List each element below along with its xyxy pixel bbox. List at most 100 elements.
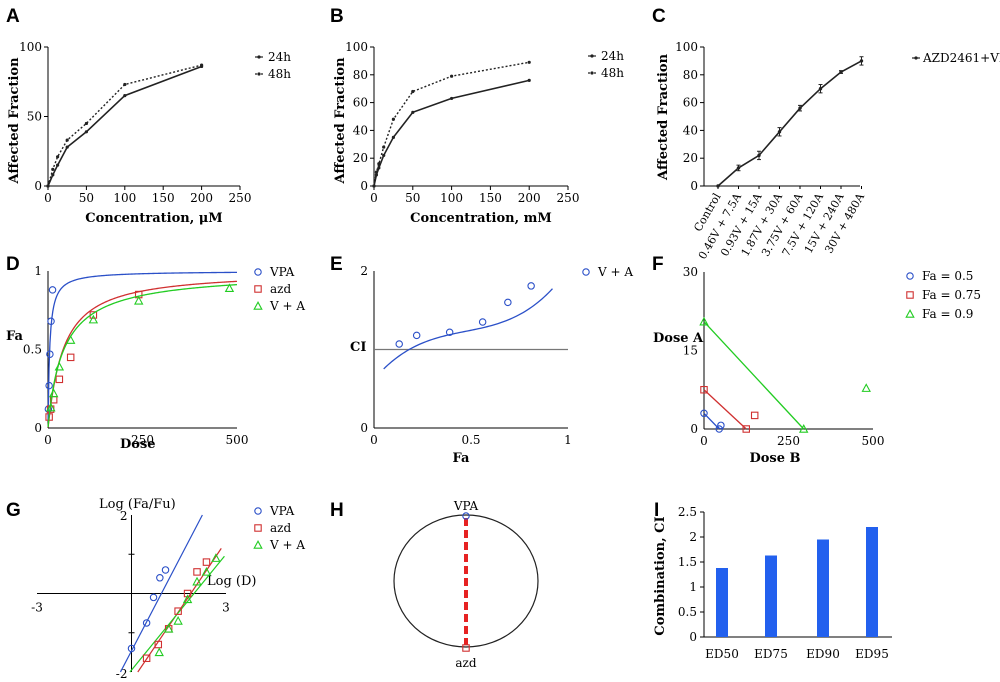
data-point bbox=[66, 353, 75, 362]
y-tick-label: 0 bbox=[360, 421, 368, 435]
legend-entry: 48h bbox=[268, 67, 291, 81]
y-tick-label: 0.5 bbox=[23, 343, 42, 357]
data-point bbox=[450, 74, 454, 78]
y-tick-label: 2 bbox=[120, 509, 128, 523]
data-point bbox=[47, 317, 55, 325]
isobologram-line bbox=[703, 321, 805, 430]
y-axis-label: Fa bbox=[6, 329, 24, 344]
top-label: VPA bbox=[453, 499, 479, 513]
x-tick-label: ED90 bbox=[806, 647, 840, 661]
y-tick-label: 2 bbox=[360, 264, 368, 278]
legend-entry: 24h bbox=[601, 49, 624, 63]
panel-label: A bbox=[6, 6, 20, 27]
data-point bbox=[377, 162, 381, 166]
x-tick-label: -3 bbox=[31, 601, 43, 615]
data-point bbox=[46, 184, 50, 188]
panel-label: G bbox=[6, 500, 21, 521]
y-tick-label: 80 bbox=[683, 68, 698, 82]
x-tick-label: 0 bbox=[44, 433, 52, 447]
fit-curve bbox=[383, 288, 553, 370]
data-point bbox=[527, 60, 531, 64]
x-tick-label: 250 bbox=[557, 191, 580, 205]
vpa-marker bbox=[462, 512, 470, 520]
y-tick-label: 20 bbox=[683, 151, 698, 165]
y-tick-label: 0 bbox=[360, 179, 368, 193]
data-point bbox=[46, 402, 56, 412]
legend-entry: Fa = 0.75 bbox=[922, 288, 981, 302]
y-tick-label: 2.5 bbox=[678, 505, 697, 519]
y-axis-label: Affected Fraction bbox=[333, 57, 348, 185]
data-point bbox=[161, 566, 170, 574]
data-point bbox=[192, 576, 202, 586]
x-tick-label: 0 bbox=[44, 191, 52, 205]
data-point bbox=[65, 335, 76, 344]
isobologram-line bbox=[703, 389, 747, 430]
data-point bbox=[163, 623, 174, 633]
data-point bbox=[48, 286, 57, 294]
legend-marker bbox=[254, 507, 262, 515]
bar-ED50 bbox=[716, 568, 728, 637]
legend-entry: 48h bbox=[601, 66, 624, 80]
x-tick-label: 0 bbox=[370, 191, 378, 205]
data-point bbox=[202, 558, 211, 566]
x-axis-label: Log (D) bbox=[207, 574, 256, 589]
legend-entry: V + A bbox=[597, 265, 633, 279]
fit-curve bbox=[47, 283, 238, 428]
x-axis-label: Dose bbox=[120, 437, 156, 452]
data-point bbox=[412, 331, 421, 340]
y-tick-label: 0 bbox=[690, 422, 698, 436]
y-tick-label: 40 bbox=[353, 123, 368, 137]
y-tick-label: 40 bbox=[683, 123, 698, 137]
x-tick-label: 500 bbox=[862, 434, 885, 448]
panel-b: B 0 50 100 150 200 250 0 20 40 60 80 100 Concentratio… bbox=[330, 6, 624, 226]
data-point bbox=[201, 566, 212, 576]
data-point bbox=[173, 616, 183, 625]
data-point bbox=[142, 619, 151, 627]
data-point bbox=[154, 640, 163, 649]
x-axis-label: Dose B bbox=[749, 451, 800, 466]
y-tick-label: 100 bbox=[345, 40, 368, 54]
y-axis-label: Affected Fraction bbox=[656, 53, 671, 181]
data-point bbox=[56, 163, 60, 167]
legend-marker bbox=[582, 268, 590, 276]
data-point bbox=[798, 424, 809, 433]
data-point bbox=[56, 155, 60, 159]
data-point bbox=[84, 130, 88, 134]
x-tick-label: 150 bbox=[152, 191, 175, 205]
data-point bbox=[372, 184, 376, 188]
x-tick-label: 0.5 bbox=[461, 433, 480, 447]
data-point bbox=[798, 106, 802, 110]
y-axis-label: Combination, CI bbox=[653, 516, 668, 635]
y-tick-label: 0 bbox=[34, 179, 42, 193]
median-effect-line bbox=[137, 548, 222, 673]
panel-f: F 0 250 500 0 15 30 Dose B Dose A Fa = 0.5 Fa = 0.… bbox=[652, 254, 981, 466]
data-point bbox=[156, 574, 164, 582]
data-point bbox=[65, 145, 69, 149]
data-point bbox=[65, 138, 69, 142]
panel-label: I bbox=[654, 500, 659, 521]
panel-a: A 0 50 100 150 200 250 0 50 100 Concentration, μM A… bbox=[6, 6, 291, 226]
data-point bbox=[742, 425, 750, 433]
data-point bbox=[395, 340, 403, 348]
y-axis-label: Affected Fraction bbox=[7, 57, 22, 185]
data-point bbox=[527, 282, 535, 290]
data-point bbox=[45, 381, 53, 390]
x-tick-label: ED95 bbox=[855, 647, 889, 661]
y-tick-label: 0 bbox=[690, 179, 698, 193]
x-tick-label: 250 bbox=[131, 433, 154, 447]
y-tick-label: 0.5 bbox=[678, 605, 697, 619]
legend-entry: azd bbox=[270, 282, 291, 296]
legend-marker bbox=[906, 272, 914, 280]
y-tick-label: 30 bbox=[683, 265, 698, 279]
legend-entry: 24h bbox=[268, 50, 291, 64]
data-point bbox=[182, 594, 193, 604]
legend-entry: VPA bbox=[269, 265, 295, 279]
legend-marker bbox=[254, 285, 262, 293]
y-tick-label: 0 bbox=[34, 421, 42, 435]
data-point bbox=[133, 295, 144, 305]
y-axis-label: Dose A bbox=[653, 331, 704, 346]
x-tick-label: 0 bbox=[700, 434, 708, 448]
legend-marker bbox=[906, 291, 914, 299]
circle-outline bbox=[393, 514, 539, 648]
